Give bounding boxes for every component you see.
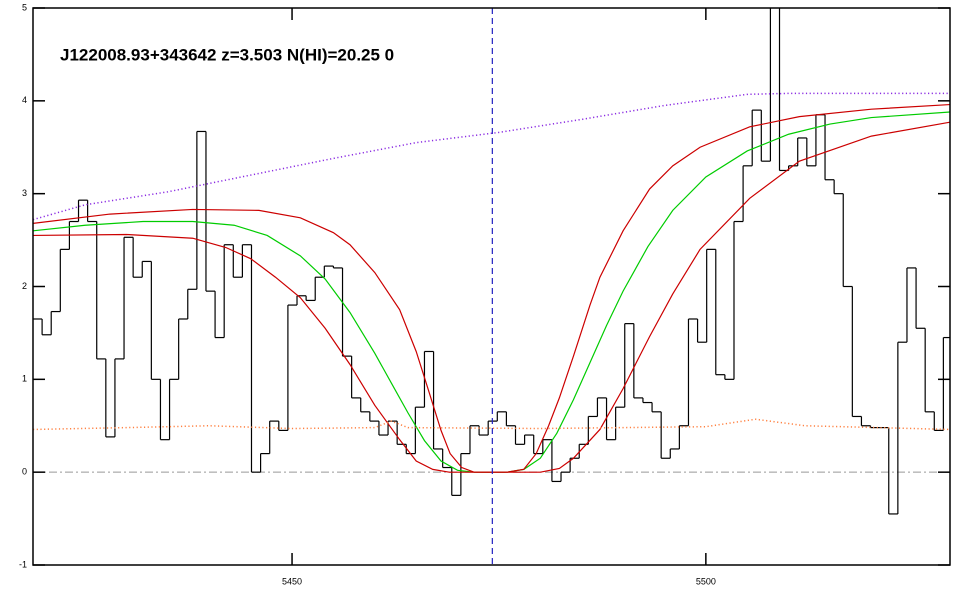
dotted-curve — [33, 92, 950, 221]
x-tick-label: 5450 — [282, 576, 302, 586]
axes-frame — [32, 7, 951, 566]
model-curve — [33, 121, 950, 473]
y-tick-label: 1 — [22, 374, 27, 384]
chart-title: J122008.93+343642 z=3.503 N(HI)=20.25 0 — [60, 45, 394, 64]
y-tick-label: 3 — [22, 188, 27, 198]
y-tick-label: 4 — [22, 95, 27, 105]
x-tick-label: 5500 — [696, 576, 716, 586]
y-tick-label: -1 — [19, 559, 27, 569]
model-curve — [33, 103, 950, 473]
plot-area — [33, 8, 950, 565]
y-tick-label: 2 — [22, 281, 27, 291]
y-tick-label: 0 — [22, 467, 27, 477]
y-tick-label: 5 — [22, 2, 27, 12]
